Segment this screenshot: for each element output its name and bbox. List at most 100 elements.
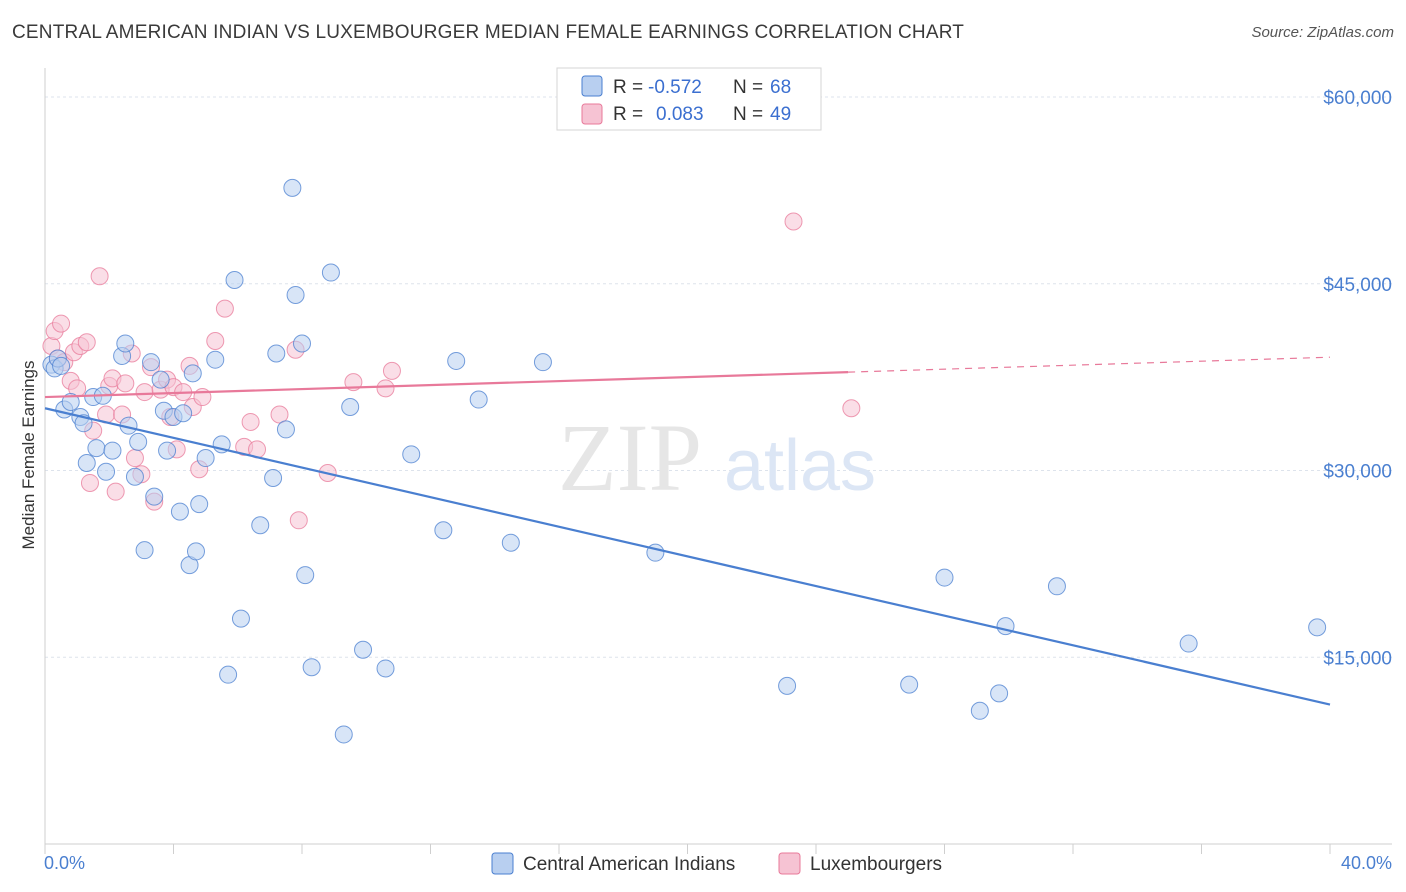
- bottom-legend: Central American Indians Luxembourgers: [491, 852, 942, 875]
- point-central-american-indian: [183, 364, 202, 383]
- point-central-american-indian: [469, 390, 488, 409]
- point-central-american-indian: [129, 432, 148, 451]
- point-central-american-indian: [296, 566, 315, 585]
- x-tick-left: 0.0%: [44, 853, 85, 873]
- axes: [44, 68, 1392, 854]
- point-central-american-indian: [376, 659, 395, 678]
- point-central-american-indian: [52, 356, 71, 375]
- y-tick-label: $45,000: [1323, 275, 1392, 296]
- point-luxembourger: [116, 374, 135, 393]
- point-central-american-indian: [151, 370, 170, 389]
- trend-lines: [44, 356, 1331, 706]
- point-central-american-indian: [267, 344, 286, 363]
- point-central-american-indian: [190, 495, 209, 514]
- trend-line-pink-extension: [848, 356, 1331, 373]
- point-central-american-indian: [135, 541, 154, 560]
- point-central-american-indian: [293, 334, 311, 353]
- point-central-american-indian: [970, 701, 989, 720]
- point-central-american-indian: [302, 658, 321, 677]
- y-tick-label: $30,000: [1323, 462, 1392, 483]
- series-central-american-indians-points: [42, 178, 1327, 744]
- point-central-american-indian: [447, 351, 466, 370]
- point-luxembourger: [270, 405, 289, 424]
- point-central-american-indian: [125, 467, 144, 486]
- legend-n-label-pink: N =: [733, 104, 763, 125]
- chart-title: CENTRAL AMERICAN INDIAN VS LUXEMBOURGER …: [12, 22, 965, 43]
- point-central-american-indian: [145, 487, 164, 506]
- point-luxembourger: [376, 379, 395, 398]
- point-luxembourger: [80, 473, 99, 492]
- point-central-american-indian: [990, 684, 1009, 703]
- trend-line-blue: [44, 407, 1331, 706]
- bottom-legend-label-pink: Luxembourgers: [810, 854, 942, 875]
- point-luxembourger: [125, 449, 144, 468]
- point-luxembourger: [106, 482, 125, 501]
- watermark-zip: ZIP: [558, 404, 702, 511]
- point-central-american-indian: [61, 393, 80, 412]
- legend-r-label-blue: R =: [613, 77, 643, 98]
- point-central-american-indian: [264, 468, 283, 487]
- point-central-american-indian: [251, 516, 270, 535]
- y-tick-label: $60,000: [1323, 88, 1392, 109]
- bottom-legend-swatch-pink: [778, 852, 801, 875]
- bottom-legend-swatch-blue: [491, 852, 514, 875]
- x-tick-right: 40.0%: [1341, 853, 1392, 873]
- legend-r-value-pink: 0.083: [656, 104, 704, 125]
- y-axis-label: Median Female Earnings: [19, 361, 38, 550]
- point-central-american-indian: [935, 568, 954, 587]
- point-central-american-indian: [341, 398, 360, 417]
- point-luxembourger: [289, 511, 308, 530]
- source-label: Source: ZipAtlas.com: [1251, 24, 1394, 41]
- point-central-american-indian: [354, 640, 373, 659]
- point-central-american-indian: [219, 665, 238, 684]
- point-central-american-indian: [1308, 618, 1327, 637]
- point-central-american-indian: [186, 542, 205, 561]
- point-central-american-indian: [334, 725, 353, 744]
- legend-box: R = -0.572 N = 68 R = 0.083 N = 49: [556, 67, 822, 131]
- point-luxembourger: [842, 399, 861, 418]
- legend-swatch-pink: [581, 103, 603, 125]
- point-central-american-indian: [778, 676, 797, 695]
- point-luxembourger: [77, 333, 96, 352]
- point-luxembourger: [382, 361, 401, 380]
- point-central-american-indian: [1179, 634, 1198, 653]
- point-central-american-indian: [116, 334, 135, 353]
- point-central-american-indian: [501, 533, 520, 552]
- point-central-american-indian: [231, 609, 250, 628]
- point-luxembourger: [206, 332, 225, 351]
- point-central-american-indian: [142, 353, 161, 372]
- legend-n-value-blue: 68: [770, 77, 791, 98]
- trend-line-pink: [44, 371, 849, 399]
- point-central-american-indian: [206, 350, 225, 369]
- point-central-american-indian: [434, 521, 453, 540]
- point-luxembourger: [784, 212, 803, 231]
- legend-n-value-pink: 49: [770, 104, 791, 125]
- point-central-american-indian: [103, 441, 122, 460]
- bottom-legend-label-blue: Central American Indians: [523, 854, 735, 875]
- y-tick-labels: $15,000 $30,000 $45,000 $60,000: [1323, 88, 1392, 669]
- point-central-american-indian: [283, 178, 302, 197]
- point-central-american-indian: [321, 263, 340, 282]
- point-central-american-indian: [900, 675, 919, 694]
- point-luxembourger: [135, 383, 154, 402]
- point-central-american-indian: [276, 420, 295, 439]
- point-central-american-indian: [170, 502, 189, 521]
- point-central-american-indian: [97, 462, 116, 481]
- point-central-american-indian: [158, 441, 177, 460]
- point-central-american-indian: [1047, 577, 1066, 596]
- legend-r-value-blue: -0.572: [648, 77, 702, 98]
- point-luxembourger: [241, 412, 260, 431]
- point-central-american-indian: [77, 454, 96, 473]
- point-central-american-indian: [196, 449, 215, 468]
- point-luxembourger: [90, 267, 109, 286]
- point-central-american-indian: [87, 439, 106, 458]
- point-central-american-indian: [402, 445, 421, 464]
- point-luxembourger: [215, 299, 234, 318]
- watermark-atlas: atlas: [724, 426, 876, 506]
- point-central-american-indian: [225, 271, 244, 290]
- legend-n-label-blue: N =: [733, 77, 763, 98]
- legend-swatch-blue: [581, 75, 603, 97]
- point-central-american-indian: [533, 353, 552, 372]
- y-tick-label: $15,000: [1323, 648, 1392, 669]
